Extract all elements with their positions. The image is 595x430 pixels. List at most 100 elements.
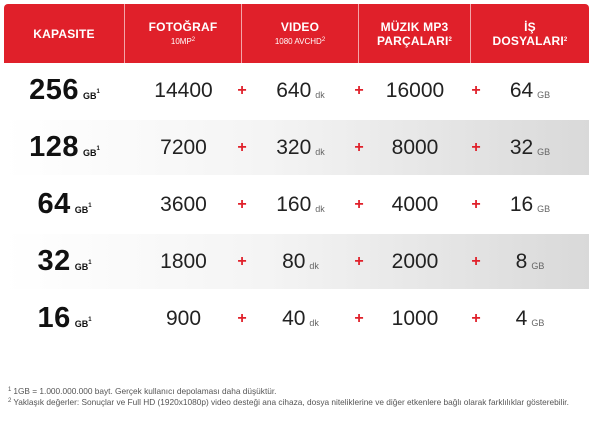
music-value: 2000 <box>391 249 439 273</box>
music-cell: 1000 <box>359 291 471 346</box>
docs-cell: 64 GB <box>471 63 589 118</box>
header-music-line1: MÜZIK MP3 <box>380 19 449 34</box>
music-value: 8000 <box>391 135 439 159</box>
plus-icon: + <box>237 81 247 99</box>
docs-unit: GB <box>537 89 551 100</box>
video-value: 640 <box>276 78 312 102</box>
capacity-unit: GB1 <box>74 316 92 329</box>
plus-icon: + <box>471 195 481 213</box>
photo-cell: 7200 <box>125 120 242 175</box>
docs-unit: GB <box>531 317 545 328</box>
photo-cell: 14400 <box>125 63 242 118</box>
photo-cell: 3600 <box>125 177 242 232</box>
capacity-value: 128 <box>29 131 80 163</box>
video-unit: dk <box>309 260 319 271</box>
table-row: 16 GB1 900 40 dk 1000 4 GB + + + <box>4 291 589 348</box>
plus-icon: + <box>354 195 364 213</box>
table-row: 128 GB1 7200 320 dk 8000 32 GB + + + <box>4 120 589 177</box>
video-unit: dk <box>315 146 325 157</box>
video-cell: 160 dk <box>242 177 359 232</box>
header-photo-label: FOTOĞRAF <box>148 20 218 34</box>
header-capacity: KAPASITE <box>4 4 125 63</box>
docs-value: 4 <box>515 306 528 330</box>
capacity-value: 256 <box>29 74 80 106</box>
video-cell: 640 dk <box>242 63 359 118</box>
plus-icon: + <box>354 138 364 156</box>
plus-icon: + <box>237 309 247 327</box>
capacity-value: 32 <box>37 245 71 277</box>
photo-cell: 900 <box>125 291 242 346</box>
plus-icon: + <box>237 252 247 270</box>
capacity-cell: 256 GB1 <box>4 63 125 118</box>
table-row: 256 GB1 14400 640 dk 16000 64 GB + + + <box>4 63 589 120</box>
header-video: VIDEO 1080 AVCHD2 <box>242 4 359 63</box>
video-unit: dk <box>309 317 319 328</box>
table-row: 32 GB1 1800 80 dk 2000 8 GB + + + <box>4 234 589 291</box>
music-value: 1000 <box>391 306 439 330</box>
video-cell: 80 dk <box>242 234 359 289</box>
footnote-1: 1 1GB = 1.000.000.000 bayt. Gerçek kullan… <box>8 386 277 396</box>
capacity-cell: 32 GB1 <box>4 234 125 289</box>
capacity-unit: GB1 <box>74 202 92 215</box>
header-docs-line1: İŞ <box>524 19 536 34</box>
music-cell: 4000 <box>359 177 471 232</box>
capacity-unit: GB1 <box>74 259 92 272</box>
docs-cell: 16 GB <box>471 177 589 232</box>
music-cell: 8000 <box>359 120 471 175</box>
plus-icon: + <box>471 138 481 156</box>
photo-value: 14400 <box>154 78 213 102</box>
video-value: 40 <box>282 306 306 330</box>
header-capacity-label: KAPASITE <box>33 26 95 41</box>
video-cell: 320 dk <box>242 120 359 175</box>
header-docs: İŞ DOSYALARI2 <box>471 4 589 63</box>
capacity-value: 64 <box>37 188 71 220</box>
video-cell: 40 dk <box>242 291 359 346</box>
capacity-table: KAPASITE FOTOĞRAF 10MP2 VIDEO 1080 AVCHD… <box>4 4 589 348</box>
footnote-2: 2 Yaklaşık değerler: Sonuçlar ve Full HD … <box>8 397 569 407</box>
docs-unit: GB <box>531 260 545 271</box>
docs-value: 16 <box>509 192 534 216</box>
plus-icon: + <box>471 309 481 327</box>
capacity-unit: GB1 <box>83 88 100 101</box>
docs-value: 32 <box>509 135 534 159</box>
header-video-label: VIDEO <box>280 20 320 34</box>
video-unit: dk <box>315 203 325 214</box>
plus-icon: + <box>237 195 247 213</box>
photo-value: 7200 <box>160 135 207 159</box>
plus-icon: + <box>471 252 481 270</box>
docs-value: 64 <box>509 78 534 102</box>
docs-cell: 32 GB <box>471 120 589 175</box>
docs-unit: GB <box>537 203 551 214</box>
docs-cell: 8 GB <box>471 234 589 289</box>
music-cell: 2000 <box>359 234 471 289</box>
table-row: 64 GB1 3600 160 dk 4000 16 GB + + + <box>4 177 589 234</box>
music-value: 16000 <box>385 78 445 102</box>
footnotes: 1 1GB = 1.000.000.000 bayt. Gerçek kullan… <box>8 386 588 408</box>
capacity-cell: 16 GB1 <box>4 291 125 346</box>
capacity-cell: 128 GB1 <box>4 120 125 175</box>
photo-value: 900 <box>165 306 202 330</box>
photo-value: 3600 <box>160 192 207 216</box>
plus-icon: + <box>237 138 247 156</box>
photo-cell: 1800 <box>125 234 242 289</box>
table-header: KAPASITE FOTOĞRAF 10MP2 VIDEO 1080 AVCHD… <box>4 4 589 63</box>
docs-unit: GB <box>537 146 551 157</box>
plus-icon: + <box>471 81 481 99</box>
capacity-unit: GB1 <box>83 145 100 158</box>
header-docs-line2: DOSYALARI2 <box>492 33 568 48</box>
capacity-value: 16 <box>37 302 71 334</box>
plus-icon: + <box>354 309 364 327</box>
video-value: 80 <box>282 249 306 273</box>
header-photo-sub: 10MP2 <box>170 37 196 46</box>
video-value: 320 <box>276 135 312 159</box>
header-music-line2: PARÇALARI2 <box>376 33 453 48</box>
video-value: 160 <box>276 192 312 216</box>
capacity-cell: 64 GB1 <box>4 177 125 232</box>
plus-icon: + <box>354 81 364 99</box>
header-music: MÜZIK MP3 PARÇALARI2 <box>359 4 471 63</box>
docs-cell: 4 GB <box>471 291 589 346</box>
music-value: 4000 <box>391 192 439 216</box>
docs-value: 8 <box>515 249 528 273</box>
header-photo: FOTOĞRAF 10MP2 <box>125 4 242 63</box>
video-unit: dk <box>315 89 325 100</box>
